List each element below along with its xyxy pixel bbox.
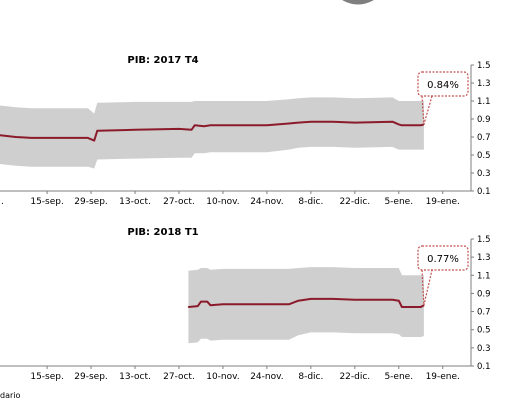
callout-pointer <box>421 95 433 125</box>
series-point <box>266 303 268 305</box>
x-tick-label: 8-dic. <box>298 372 323 382</box>
y-tick-label: 1.5 <box>477 61 491 71</box>
series-point <box>62 137 64 139</box>
chart-panel-pib-2018-t1: PIB: 2018 T1 1.5 1.3 1.1 0.9 0.7 0.5 0.3 0.1 15-… <box>0 227 491 382</box>
callout-label: 0.77% <box>427 254 459 265</box>
x-tick-label: 13-oct. <box>119 197 151 207</box>
y-tick-label: 1.1 <box>477 271 491 281</box>
series-point <box>206 301 208 303</box>
top-decorative-shape <box>342 0 374 5</box>
y-tick-label: 0.7 <box>477 308 491 318</box>
series-point <box>354 299 356 301</box>
y-tick-label: 0.9 <box>477 115 491 125</box>
x-tick-label: 19-ene. <box>426 197 460 207</box>
series-point <box>0 134 1 136</box>
series-point <box>266 124 268 126</box>
x-tick-label: 29-sep. <box>74 372 108 382</box>
series-point <box>297 122 299 124</box>
y-tick-label: 1.5 <box>477 235 491 245</box>
callout-pointer <box>421 269 433 306</box>
series-point <box>288 122 290 125</box>
series-point <box>93 140 95 142</box>
series-point <box>178 128 180 130</box>
chart-panel-pib-2017-t4: PIB: 2017 T4 1.5 1.3 1.1 0.9 0.7 0.5 0.3 0.1 15-… <box>0 55 491 207</box>
x-tick-label: 5-ene. <box>384 372 413 382</box>
series-point <box>310 298 312 300</box>
y-tick-label: 0.1 <box>477 187 491 197</box>
y-tick-label: 1.3 <box>477 253 491 263</box>
x-tick-label: 10-nov. <box>206 372 239 382</box>
x-tick-label: 15-sep. <box>30 197 64 207</box>
series-point <box>420 124 422 126</box>
series-point <box>15 136 17 138</box>
series-point <box>194 124 196 126</box>
y-tick-label: 1.3 <box>477 79 491 89</box>
callout-box <box>417 71 469 97</box>
x-tick-label: 13-oct. <box>119 372 151 382</box>
y-tick-label: 0.9 <box>477 289 491 299</box>
x-tick-label: 22-dic. <box>339 197 370 207</box>
series-point <box>354 122 356 124</box>
series-point <box>398 300 400 302</box>
chart-title: PIB: 2017 T4 <box>127 55 198 66</box>
x-tick-label: 10-nov. <box>206 197 239 207</box>
plot-area: 1.5 1.3 1.1 0.9 0.7 0.5 0.3 0.1 15-sep. 29-sep. 13… <box>0 61 491 207</box>
series-point <box>401 124 403 126</box>
y-tick-label: 0.1 <box>477 362 491 372</box>
x-tick-label: 24-nov. <box>250 197 283 207</box>
series-point <box>332 298 334 300</box>
y-tick-label: 0.7 <box>477 133 491 143</box>
confidence-band <box>0 97 424 169</box>
x-tick-label: 5-ene. <box>384 197 413 207</box>
series-point <box>332 121 334 123</box>
y-tick-label: 0.5 <box>477 326 491 336</box>
x-tick-label: 29-sep. <box>74 197 108 207</box>
series-point <box>391 299 394 301</box>
y-tick-label: 0.5 <box>477 151 491 161</box>
series-point <box>398 123 400 125</box>
series-point <box>190 129 193 131</box>
chart-title: PIB: 2018 T1 <box>127 227 198 238</box>
series-point <box>209 304 211 306</box>
plot-area: 1.5 1.3 1.1 0.9 0.7 0.5 0.3 0.1 15-sep. 29-sep. 13… <box>0 235 491 382</box>
y-tick-label: 0.3 <box>477 344 491 354</box>
series-point <box>200 301 202 303</box>
series-point <box>197 305 199 307</box>
series-point <box>30 137 32 139</box>
series-point <box>209 124 211 126</box>
y-tick-label: 1.1 <box>477 97 491 107</box>
series-point <box>391 121 394 123</box>
x-tick-label: 22-dic. <box>339 372 370 382</box>
y-tick-label: 0.3 <box>477 169 491 179</box>
x-tick-label: 27-oct. <box>163 372 195 382</box>
x-tick-label: 24-nov. <box>250 372 283 382</box>
series-point <box>310 121 312 123</box>
series-point <box>420 306 422 308</box>
series-point <box>222 303 224 305</box>
footer-source-text: dario <box>0 391 20 400</box>
series-point <box>222 124 224 126</box>
x-tick-label: 19-ene. <box>426 372 460 382</box>
series-point <box>187 306 189 308</box>
series-point <box>96 130 98 132</box>
callout-box <box>417 245 469 271</box>
confidence-band <box>188 267 424 344</box>
x-tick-label-truncated: . <box>1 197 4 207</box>
series-point <box>297 300 299 302</box>
x-tick-label: 8-dic. <box>298 197 323 207</box>
x-tick-label: 15-sep. <box>30 372 64 382</box>
series-point <box>134 129 136 131</box>
series-point <box>288 303 290 305</box>
series-point <box>203 125 205 127</box>
x-tick-label: 27-oct. <box>163 197 195 207</box>
series-point <box>401 306 403 308</box>
series-point <box>87 137 89 139</box>
callout-label: 0.84% <box>427 80 459 91</box>
